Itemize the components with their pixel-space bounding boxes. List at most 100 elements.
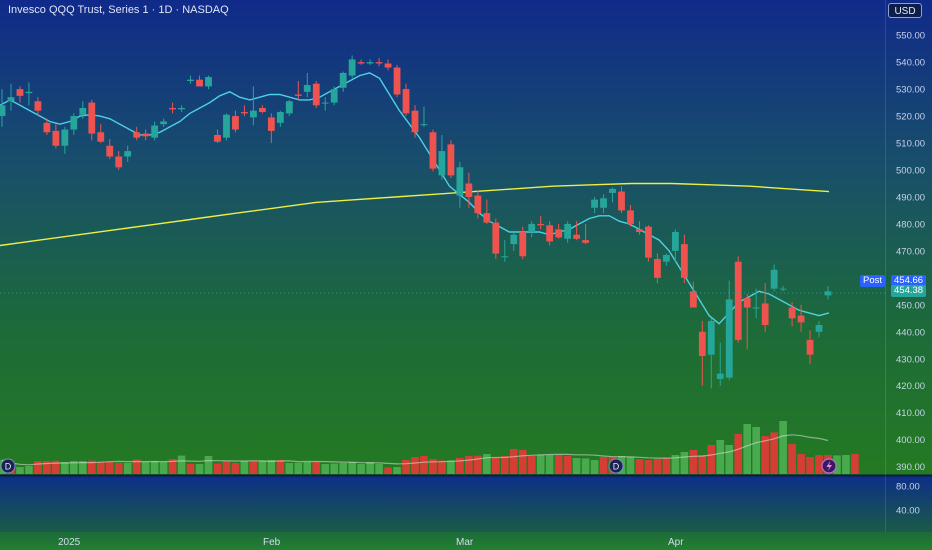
candle-body bbox=[232, 116, 239, 130]
volume-bar bbox=[734, 434, 743, 474]
candle-body bbox=[357, 62, 365, 64]
volume-bar bbox=[79, 461, 87, 474]
volume-bar bbox=[842, 455, 850, 474]
time-axis-label: Mar bbox=[456, 537, 474, 548]
candle-body bbox=[61, 129, 69, 146]
candle-body bbox=[25, 91, 33, 94]
post-price-label: 454.66 bbox=[891, 275, 927, 287]
volume-bar bbox=[195, 464, 204, 474]
candle-body bbox=[501, 256, 509, 258]
volume-bar bbox=[447, 460, 455, 474]
candle-body bbox=[330, 89, 338, 103]
candle-body bbox=[106, 145, 114, 157]
candle-body bbox=[420, 124, 428, 126]
volume-bar bbox=[105, 461, 114, 474]
candle-body bbox=[411, 110, 419, 133]
volume-bar bbox=[770, 432, 778, 474]
candle-body bbox=[537, 223, 545, 226]
price-scale-label: 400.00 bbox=[896, 435, 925, 446]
candle-body bbox=[761, 303, 769, 326]
candle-body bbox=[671, 232, 679, 251]
volume-bar bbox=[806, 457, 814, 474]
candle-body bbox=[124, 151, 132, 157]
volume-bar bbox=[240, 461, 249, 474]
volume-bar bbox=[123, 463, 132, 474]
candle-body bbox=[815, 325, 823, 332]
candle-body bbox=[510, 234, 518, 245]
candle-body bbox=[43, 122, 51, 133]
candle-body bbox=[205, 76, 212, 87]
dividend-marker-icon bbox=[608, 458, 624, 474]
volume-bar bbox=[752, 427, 760, 474]
candle-body bbox=[214, 134, 221, 142]
candle-body bbox=[636, 229, 643, 233]
volume-bar bbox=[132, 459, 141, 474]
candle-body bbox=[276, 112, 284, 123]
volume-bar bbox=[70, 461, 78, 474]
candle-body bbox=[196, 79, 203, 87]
volume-bar bbox=[851, 454, 859, 474]
volume-bar bbox=[231, 463, 240, 474]
volume-bar bbox=[500, 456, 509, 474]
candle-body bbox=[627, 210, 634, 224]
candle-body bbox=[528, 223, 536, 233]
volume-bar bbox=[168, 459, 177, 474]
volume-bar bbox=[384, 467, 392, 474]
indicator-scale-label: 40.00 bbox=[896, 506, 920, 517]
volume-bar bbox=[743, 424, 751, 474]
candle-body bbox=[474, 195, 482, 214]
candle-body bbox=[7, 97, 15, 102]
candle-body bbox=[142, 133, 150, 137]
volume-bar bbox=[294, 462, 303, 474]
price-scale-label: 540.00 bbox=[896, 58, 925, 69]
volume-bar bbox=[186, 464, 195, 474]
candle-body bbox=[788, 307, 796, 319]
volume-bar bbox=[761, 436, 769, 474]
candle-body bbox=[609, 188, 616, 193]
currency-button[interactable]: USD bbox=[888, 3, 922, 18]
candle-body bbox=[564, 223, 572, 239]
volume-bar bbox=[779, 421, 787, 474]
volume-bar bbox=[527, 456, 536, 474]
candle-body bbox=[115, 156, 123, 168]
candle-body bbox=[16, 89, 24, 96]
candle-body bbox=[393, 67, 401, 95]
volume-bar bbox=[249, 460, 258, 474]
volume-bar bbox=[330, 463, 338, 474]
volume-bar bbox=[599, 457, 608, 474]
volume-bar bbox=[626, 457, 635, 474]
volume-bar bbox=[159, 462, 168, 474]
volume-bar bbox=[545, 455, 554, 474]
candle-body bbox=[79, 107, 87, 115]
volume-bar bbox=[222, 461, 231, 474]
volume-bar bbox=[429, 459, 437, 474]
volume-bar bbox=[348, 462, 356, 474]
volume-bar bbox=[276, 460, 285, 474]
price-scale-label: 490.00 bbox=[896, 192, 925, 203]
price-scale-label: 530.00 bbox=[896, 85, 925, 96]
candle-body bbox=[546, 225, 554, 242]
volume-bar bbox=[25, 466, 33, 474]
symbol-title[interactable]: Invesco QQQ Trust, Series 1 · 1D · NASDA… bbox=[8, 4, 229, 16]
price-scale-label: 420.00 bbox=[896, 381, 925, 392]
price-scale-label: 390.00 bbox=[896, 462, 925, 473]
candle-body bbox=[321, 102, 329, 104]
candle-body bbox=[680, 244, 688, 278]
candle-body bbox=[366, 62, 374, 64]
candle-body bbox=[285, 101, 293, 114]
candle-body bbox=[160, 121, 168, 125]
candle-body bbox=[465, 183, 473, 197]
candle-body bbox=[52, 130, 60, 146]
volume-bar bbox=[716, 440, 725, 474]
volume-bar bbox=[258, 460, 267, 474]
candle-body bbox=[187, 79, 194, 82]
volume-bar bbox=[662, 458, 671, 474]
volume-bar bbox=[43, 461, 51, 474]
moving-average-slow-line bbox=[0, 182, 830, 247]
volume-bar bbox=[689, 450, 698, 474]
candle-body bbox=[734, 261, 742, 340]
candle-body bbox=[662, 254, 670, 262]
candle-body bbox=[133, 132, 141, 138]
